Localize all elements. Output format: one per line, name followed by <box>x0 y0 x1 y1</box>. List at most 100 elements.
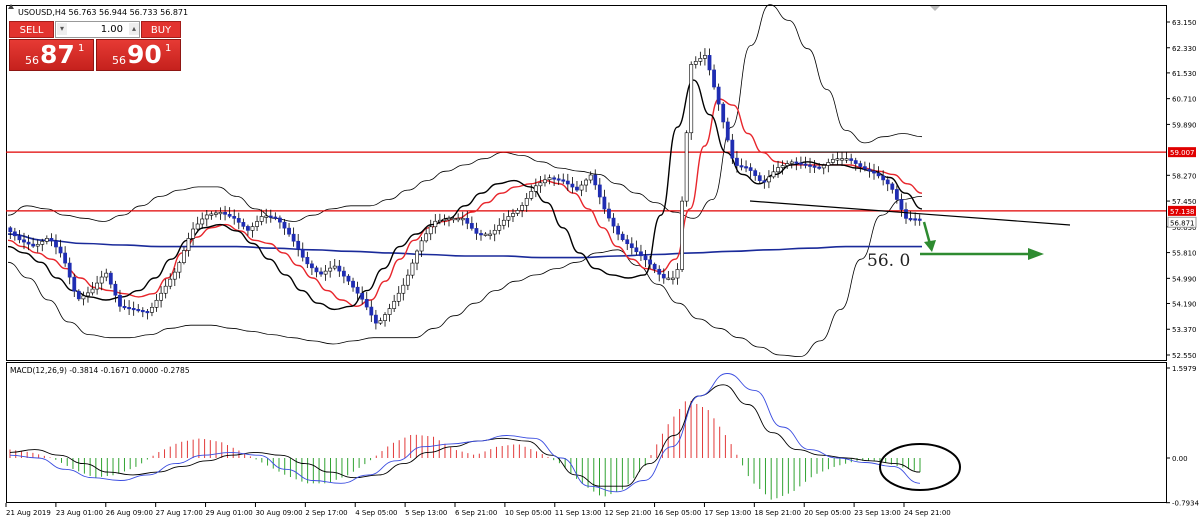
bear-candle <box>17 235 22 241</box>
price-tick-label: 55.810 <box>1172 250 1197 258</box>
bull-candle <box>524 198 529 206</box>
buy-price-box[interactable]: 56 90 1 <box>96 39 181 71</box>
sell-button[interactable]: SELL <box>9 21 54 38</box>
bull-candle <box>259 216 264 222</box>
bear-candle <box>648 259 652 265</box>
bear-candle <box>899 199 904 210</box>
price-tick-label: 54.990 <box>1172 275 1197 283</box>
bear-candle <box>278 217 282 223</box>
bull-candle <box>392 300 397 309</box>
macd-signal-line <box>9 373 921 493</box>
bear-candle <box>31 243 36 247</box>
price-tag-label: 59.007 <box>1170 149 1195 157</box>
bear-candle <box>735 157 739 166</box>
bear-candle <box>620 233 625 241</box>
bull-candle <box>547 177 552 181</box>
bull-candle <box>396 292 401 302</box>
bull-candle <box>538 182 543 187</box>
bear-candle <box>131 308 136 311</box>
macd-tick-label: 0.00 <box>1172 455 1188 463</box>
macd-tick-label: 1.5979 <box>1172 365 1197 373</box>
bull-candle <box>150 307 154 313</box>
lot-increase-button[interactable]: ▴ <box>129 23 139 35</box>
time-tick-label: 18 Sep 21:00 <box>754 509 801 517</box>
bear-candle <box>305 256 310 265</box>
bear-candle <box>748 167 753 171</box>
buy-price-big: 90 <box>127 40 162 69</box>
bear-candle <box>616 225 620 235</box>
bull-candle <box>780 165 785 168</box>
bear-candle <box>794 161 799 164</box>
bull-candle <box>323 270 328 275</box>
bull-candle <box>419 240 424 252</box>
bull-candle <box>186 238 191 251</box>
bear-candle <box>890 183 895 190</box>
bear-candle <box>223 212 227 215</box>
sell-price-box[interactable]: 56 87 1 <box>9 39 94 71</box>
bear-candle <box>817 166 822 169</box>
price-tick-label: 60.710 <box>1172 96 1197 104</box>
bull-candle <box>209 213 214 216</box>
bull-candle <box>44 238 49 242</box>
bull-candle <box>483 233 488 236</box>
bull-candle <box>90 288 95 294</box>
bear-candle <box>762 180 767 183</box>
bull-candle <box>204 214 209 220</box>
bear-candle <box>730 139 735 159</box>
bull-candle <box>460 218 465 221</box>
price-tick-label: 56.630 <box>1172 224 1197 232</box>
trendline-layer <box>749 151 1071 260</box>
bull-candle <box>250 226 255 231</box>
bear-candle <box>753 170 758 176</box>
bear-candle <box>67 262 72 278</box>
price-tick-label: 61.530 <box>1172 70 1197 78</box>
bear-candle <box>904 209 908 219</box>
time-tick-label: 30 Aug 09:00 <box>255 509 302 517</box>
bull-candle <box>698 58 703 62</box>
bear-candle <box>885 179 890 185</box>
bear-candle <box>739 165 744 168</box>
bear-candle <box>849 158 854 161</box>
time-tick-label: 5 Sep 13:00 <box>405 509 447 517</box>
bull-candle <box>533 185 538 192</box>
bear-candle <box>552 177 557 180</box>
bear-candle <box>337 265 342 272</box>
bear-candle <box>127 307 132 310</box>
bear-candle <box>369 306 374 316</box>
bear-candle <box>355 286 360 294</box>
bear-candle <box>881 175 886 181</box>
bull-candle <box>506 216 511 221</box>
bear-candle <box>575 186 579 191</box>
bull-candle <box>675 269 680 279</box>
bull-candle <box>488 233 493 236</box>
bull-candle <box>442 218 447 222</box>
bear-candle <box>310 263 314 269</box>
lot-decrease-button[interactable]: ▾ <box>57 23 67 35</box>
bear-candle <box>634 247 639 253</box>
macd-layer: 1.5979 0.00 -0.7934 <box>9 365 1200 508</box>
bear-candle <box>26 241 31 245</box>
price-tick-label: 62.330 <box>1172 45 1197 53</box>
bear-candle <box>707 55 712 71</box>
bear-candle <box>556 178 561 181</box>
bear-candle <box>227 214 232 217</box>
ma-blue-line <box>7 233 922 259</box>
bull-candle <box>437 219 442 223</box>
lot-size-input[interactable]: 1.00 <box>55 21 140 38</box>
bull-candle <box>666 277 671 280</box>
bull-candle <box>520 205 525 211</box>
bull-candle <box>81 295 86 300</box>
bear-candle <box>319 271 323 275</box>
price-tag-label: 57.138 <box>1170 208 1195 216</box>
bear-candle <box>479 233 483 236</box>
bear-candle <box>360 292 365 300</box>
bear-candle <box>63 252 68 264</box>
bear-candle <box>798 162 803 165</box>
ma-black-line <box>7 79 923 311</box>
bull-candle <box>497 224 502 231</box>
buy-button[interactable]: BUY <box>141 21 181 38</box>
bear-candle <box>652 263 657 270</box>
time-tick-label: 10 Sep 05:00 <box>505 509 552 517</box>
bear-candle <box>643 255 648 261</box>
